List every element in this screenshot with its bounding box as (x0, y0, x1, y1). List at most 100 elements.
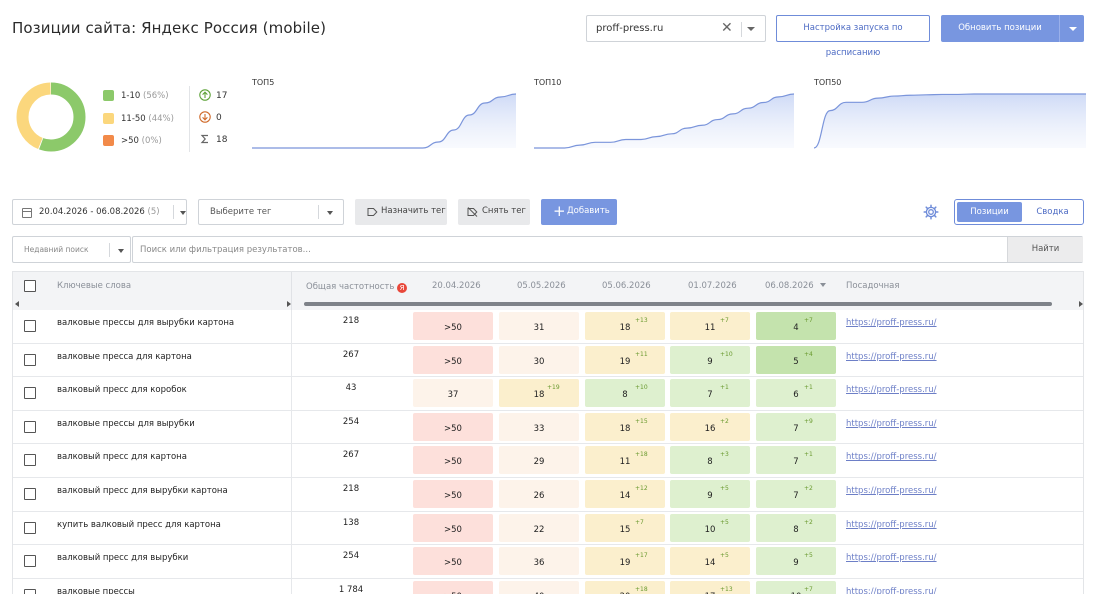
table-row[interactable]: валковый пресс для коробок 43 37 18 +19 8 +10 7… (13, 377, 1083, 411)
landing-link[interactable]: https://proff-press.ru/ (846, 351, 937, 362)
recent-search-select[interactable]: Недавний поиск (12, 236, 131, 263)
landing-link[interactable]: https://proff-press.ru/ (846, 418, 937, 429)
scroll-right-icon[interactable] (1079, 301, 1083, 307)
legend-percent: (56%) (143, 91, 169, 101)
legend-swatch (103, 135, 114, 146)
table-row[interactable]: валковые прессы 1 784 >50 40 20+18 17+13 10+7 h… (13, 578, 1083, 594)
search-bar: Найти (132, 236, 1083, 263)
landing-link[interactable]: https://proff-press.ru/ (846, 318, 937, 328)
chevron-down-icon[interactable] (180, 211, 186, 215)
legend-percent: (0%) (141, 136, 162, 146)
schedule-settings-button[interactable]: Настройка запуска по расписанию (776, 15, 930, 58)
column-header-keywords[interactable]: Ключевые слова (57, 281, 132, 291)
spark-line (534, 93, 794, 149)
divider (173, 205, 174, 219)
find-button[interactable]: Найти (1007, 237, 1083, 262)
landing-link[interactable]: https://proff-press.ru/ (846, 385, 937, 396)
position-value: 7 (707, 390, 713, 401)
row-checkbox[interactable] (24, 521, 36, 534)
positions-down-count: 0 (216, 113, 222, 123)
position-delta: +11 (635, 350, 648, 358)
date-count: (5) (147, 207, 160, 217)
column-header-date[interactable]: 20.04.2026 (432, 281, 481, 291)
table-body: валковые прессы для вырубки картона 218 >5… (13, 310, 1083, 594)
table-row[interactable]: валковые прессы для вырубки картона 218 >5… (13, 310, 1083, 344)
tab-summary[interactable]: Сводка (1036, 207, 1069, 217)
update-positions-button[interactable]: Обновить позиции (941, 15, 1084, 42)
position-cell: 9 +5 (670, 479, 750, 508)
position-delta: +10 (720, 350, 733, 358)
row-checkbox[interactable] (24, 454, 36, 467)
frequency-cell: 1 784 (338, 584, 364, 594)
row-checkbox[interactable] (24, 555, 36, 568)
position-value: 36 (533, 558, 545, 569)
position-cell: >50 (413, 513, 493, 542)
row-checkbox[interactable] (24, 320, 36, 332)
recent-search-label: Недавний поиск (24, 245, 89, 254)
arrow-up-circle-icon (199, 89, 211, 101)
scroll-left-icon[interactable] (15, 301, 19, 307)
spark-chart (252, 93, 516, 149)
column-header-frequency[interactable]: Общая частотность Я (306, 282, 408, 293)
chevron-down-icon[interactable] (118, 249, 124, 253)
update-options-dropdown[interactable] (1059, 15, 1084, 42)
landing-link[interactable]: https://proff-press.ru/ (846, 553, 937, 564)
table-row[interactable]: купить валковый пресс для картона 138 >50 2… (13, 511, 1083, 546)
column-header-date[interactable]: 05.05.2026 (517, 281, 566, 291)
row-checkbox[interactable] (24, 387, 36, 400)
date-range-picker[interactable]: 20.04.2026 - 06.08.2026 (5) (12, 199, 187, 225)
scroll-right-icon[interactable] (287, 301, 291, 307)
landing-link[interactable]: https://proff-press.ru/ (846, 452, 937, 463)
row-checkbox[interactable] (24, 353, 36, 366)
assign-tag-button[interactable]: Назначить тег (355, 199, 447, 225)
scrollbar-thumb[interactable] (304, 302, 1052, 306)
legend-swatch (103, 112, 114, 124)
spark-chart (814, 93, 1086, 149)
tab-positions[interactable]: Позиции (957, 202, 1022, 222)
table-row[interactable]: валковый пресс для вырубки картона 218 >50… (13, 477, 1083, 512)
column-header-date-sorted[interactable]: 06.08.2026 (765, 281, 827, 291)
spark-label: ТОП50 (814, 78, 842, 87)
position-cell: 29 (499, 446, 579, 475)
select-all-checkbox[interactable] (24, 280, 36, 292)
position-delta: +7 (635, 518, 644, 526)
table-row[interactable]: валковые прессы для вырубки 254 >50 33 18 +15… (13, 410, 1083, 445)
table-row[interactable]: валковый пресс для картона 267 >50 29 11 +18 8… (13, 444, 1083, 478)
search-input[interactable] (140, 242, 1000, 258)
position-delta: +7 (804, 585, 813, 593)
landing-link[interactable]: https://proff-press.ru/ (846, 586, 937, 594)
remove-tag-label: Снять тег (482, 206, 526, 216)
divider (741, 22, 742, 37)
row-checkbox[interactable] (24, 588, 36, 594)
remove-tag-button[interactable]: Снять тег (458, 199, 530, 225)
column-header-date[interactable]: 05.06.2026 (602, 281, 651, 291)
add-button[interactable]: + Добавить (541, 199, 617, 225)
clear-icon[interactable]: ✕ (721, 20, 733, 36)
column-header-landing[interactable]: Посадочная (846, 281, 900, 291)
tag-select[interactable]: Выберите тег (198, 199, 344, 225)
horizontal-scrollbar-left[interactable] (15, 301, 291, 307)
table-row[interactable]: валковый пресс для вырубки 254 >50 36 19 +17 1… (13, 545, 1083, 579)
update-positions-label: Обновить позиции (958, 23, 1042, 33)
position-value: 7 (793, 423, 799, 434)
position-value: 18 (619, 423, 631, 434)
position-value: 8 (793, 524, 799, 535)
landing-link[interactable]: https://proff-press.ru/ (846, 485, 937, 496)
table-row[interactable]: валковые пресса для картона 267 >50 30 19 +11… (13, 343, 1083, 378)
row-checkbox[interactable] (24, 420, 36, 433)
gear-icon[interactable] (923, 204, 939, 220)
column-divider (291, 511, 292, 545)
chevron-down-icon[interactable] (747, 27, 755, 31)
assign-tag-label: Назначить тег (381, 206, 446, 216)
site-select[interactable]: proff-press.ru ✕ (586, 15, 766, 42)
position-value: 37 (447, 390, 459, 401)
horizontal-scrollbar-right[interactable] (301, 301, 1083, 307)
donut-slice (16, 82, 86, 152)
column-header-date[interactable]: 01.07.2026 (688, 281, 737, 291)
position-cell: 30 (499, 345, 579, 374)
row-checkbox[interactable] (24, 487, 36, 500)
position-delta: +13 (720, 585, 733, 593)
landing-link[interactable]: https://proff-press.ru/ (846, 519, 937, 530)
position-delta: +12 (635, 484, 648, 492)
chevron-down-icon[interactable] (327, 211, 333, 215)
